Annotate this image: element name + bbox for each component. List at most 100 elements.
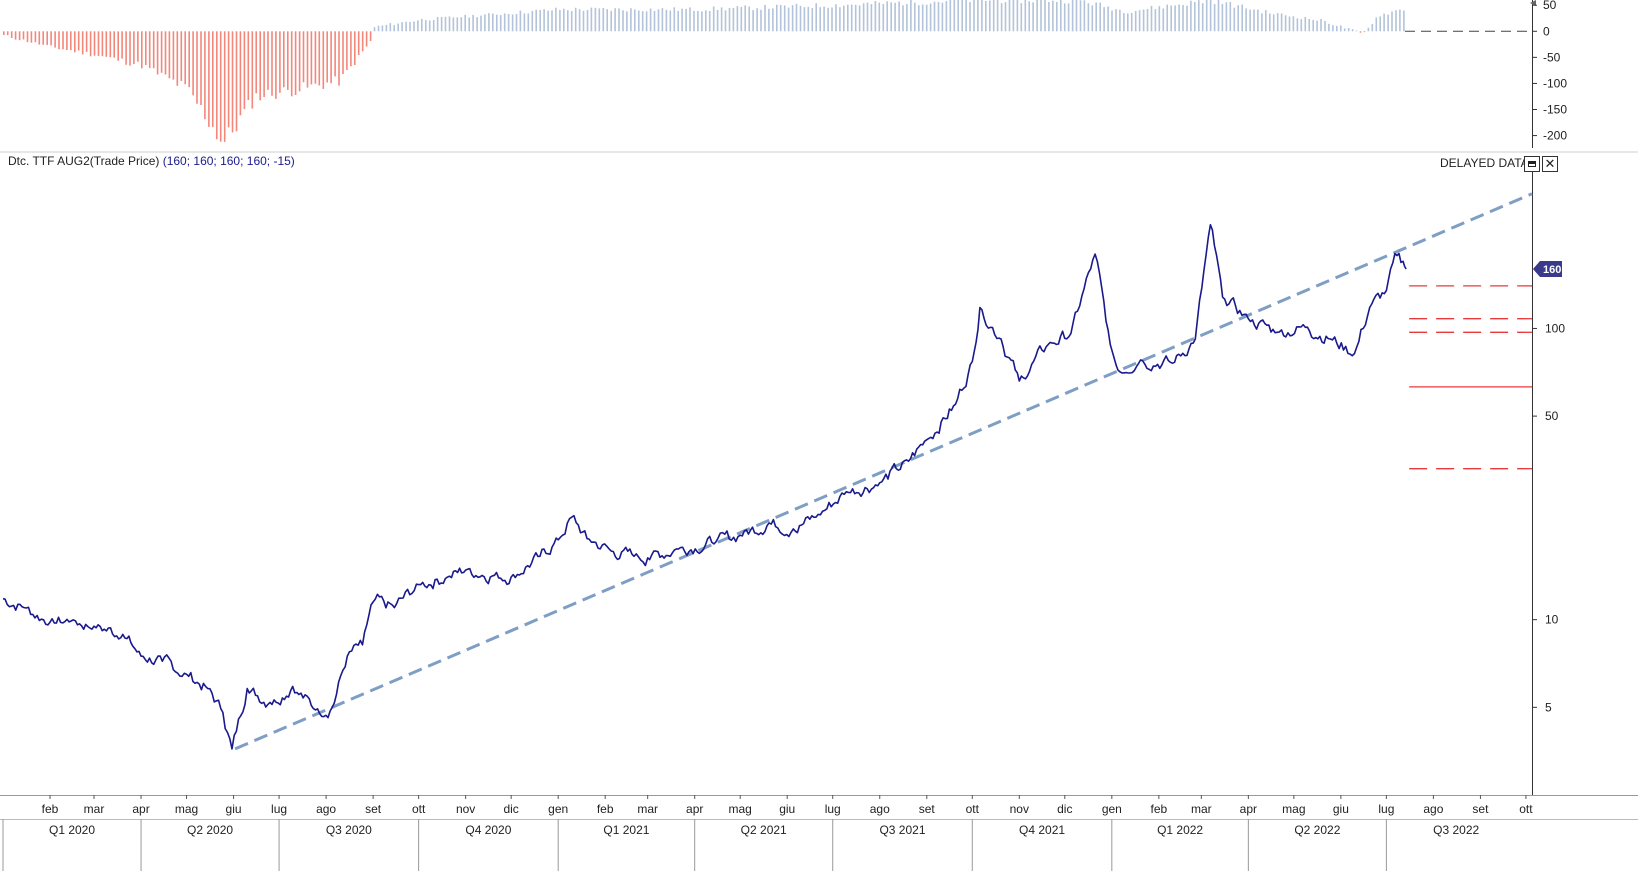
oscillator-bar [1083, 0, 1086, 32]
oscillator-bar [279, 31, 281, 93]
month-tick-label: dic [1057, 802, 1072, 816]
oscillator-bar [827, 7, 829, 32]
oscillator-bar [271, 31, 273, 96]
oscillator-bar [1241, 4, 1243, 32]
oscillator-bar [858, 5, 861, 32]
price-tick-label: 5 [1545, 700, 1552, 714]
oscillator-bar [748, 6, 750, 32]
month-tick-label: dic [503, 802, 518, 816]
oscillator-bar [870, 4, 873, 32]
oscillator-bar [298, 31, 301, 92]
oscillator-bar [898, 1, 900, 32]
oscillator-bar [357, 31, 360, 55]
oscillator-bar [764, 4, 766, 32]
oscillator-bar [1150, 5, 1153, 32]
oscillator-bar [661, 8, 664, 32]
oscillator-bar [657, 9, 660, 32]
oscillator-tick-label: -50 [1543, 50, 1561, 64]
oscillator-bar [58, 31, 60, 50]
oscillator-bar [878, 2, 881, 32]
oscillator-bar [811, 8, 814, 32]
oscillator-bar [342, 31, 344, 74]
oscillator-bar [1336, 25, 1338, 32]
oscillator-bar [831, 7, 833, 32]
oscillator-bar [1225, 2, 1228, 32]
oscillator-bar [85, 31, 88, 52]
oscillator-bar [918, 5, 920, 32]
price-tick-label: 50 [1545, 409, 1559, 423]
oscillator-bar [1166, 4, 1168, 32]
oscillator-bar [1099, 2, 1101, 32]
oscillator-bar [212, 31, 214, 127]
oscillator-bar [496, 14, 498, 32]
oscillator-bar [1237, 5, 1239, 32]
oscillator-bar [480, 15, 482, 32]
oscillator-bar [294, 31, 297, 95]
oscillator-bar [18, 31, 21, 41]
month-tick-label: mar [84, 802, 105, 816]
oscillator-bar [1091, 5, 1094, 32]
oscillator-bar [417, 20, 419, 32]
price-panel [0, 151, 1638, 796]
delayed-data-label: DELAYED DATA [1440, 156, 1529, 170]
oscillator-bar [89, 31, 92, 57]
oscillator-bar [436, 17, 439, 32]
oscillator-bar [1028, 1, 1030, 32]
oscillator-bar [223, 31, 226, 142]
oscillator-bar [874, 1, 877, 32]
maximize-icon[interactable] [1524, 156, 1540, 172]
oscillator-bar [1032, 2, 1034, 32]
oscillator-bar [1103, 7, 1105, 32]
oscillator-bar [255, 31, 257, 94]
oscillator-bar [192, 31, 194, 96]
oscillator-bar [1229, 1, 1232, 32]
oscillator-bar [819, 7, 821, 32]
oscillator-bar [992, 0, 995, 32]
oscillator-bar [645, 11, 648, 32]
oscillator-bar [839, 7, 841, 32]
oscillator-bar [113, 31, 115, 58]
oscillator-bar [1284, 15, 1287, 32]
oscillator-bar [77, 31, 80, 51]
oscillator-bar [1403, 10, 1405, 32]
oscillator-bar [30, 31, 33, 43]
oscillator-bar [689, 7, 691, 32]
oscillator-bar [1221, 3, 1224, 32]
oscillator-tick-label: 0 [1543, 24, 1550, 38]
oscillator-bar [247, 31, 250, 100]
oscillator-bar [1087, 3, 1090, 32]
oscillator-bar [1233, 7, 1236, 32]
oscillator-bar [314, 31, 317, 84]
oscillator-bar [708, 11, 711, 32]
month-tick-label: lug [271, 802, 287, 816]
oscillator-bar [559, 9, 561, 32]
oscillator-bar [823, 6, 825, 32]
oscillator-bar [34, 31, 37, 43]
oscillator-bar [444, 16, 447, 32]
oscillator-bar [46, 31, 48, 45]
oscillator-bar [137, 31, 139, 62]
oscillator-bar [969, 2, 971, 32]
oscillator-y-axis: 50 0 -50 -100 -150 -200 [1532, 0, 1567, 143]
oscillator-bar [1162, 8, 1165, 32]
oscillator-bar [937, 2, 940, 32]
oscillator-bar [1075, 0, 1078, 32]
close-icon[interactable]: ✕ [1542, 156, 1558, 172]
oscillator-bar [6, 31, 9, 36]
oscillator-bar [523, 13, 526, 32]
oscillator-bar [180, 31, 183, 81]
oscillator-bar [176, 31, 179, 86]
month-tick-label: feb [597, 802, 614, 816]
oscillator-bar [385, 24, 388, 32]
oscillator-bar [235, 31, 238, 132]
oscillator-bar [310, 31, 313, 85]
oscillator-bar [1272, 14, 1275, 32]
oscillator-bar [705, 10, 707, 32]
oscillator-tick-label: -150 [1543, 103, 1567, 117]
chart-header: Dtc. TTF AUG2(Trade Price) (160; 160; 16… [8, 154, 295, 168]
oscillator-bar [787, 7, 790, 32]
oscillator-bar [511, 14, 514, 32]
trendline-layer [234, 192, 1533, 751]
oscillator-bar [101, 31, 104, 57]
oscillator-bar [760, 9, 762, 32]
